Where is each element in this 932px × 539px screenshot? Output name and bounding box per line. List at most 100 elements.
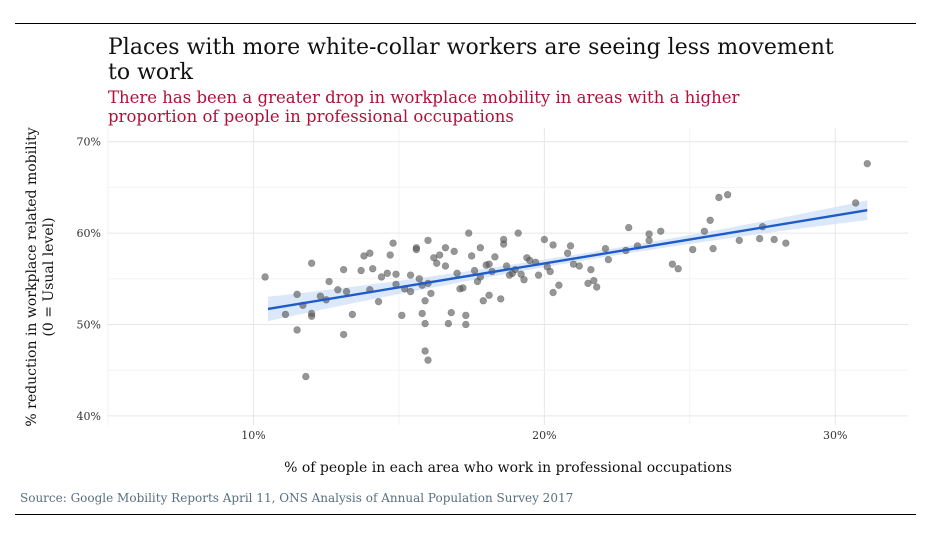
trend-layer bbox=[267, 209, 868, 311]
data-point bbox=[412, 245, 421, 254]
data-point bbox=[590, 276, 598, 285]
chart-subtitle: There has been a greater drop in workpla… bbox=[108, 88, 740, 126]
data-point bbox=[593, 283, 601, 291]
data-point bbox=[706, 216, 714, 224]
data-point bbox=[555, 281, 563, 289]
data-point bbox=[723, 191, 732, 199]
data-point bbox=[307, 259, 316, 267]
data-point bbox=[587, 265, 595, 274]
data-point bbox=[424, 236, 432, 245]
data-point bbox=[782, 239, 790, 247]
x-axis-ticks: 10% 20% 30% bbox=[241, 429, 847, 442]
data-point bbox=[441, 244, 450, 252]
grid bbox=[107, 128, 908, 425]
data-point bbox=[668, 260, 677, 268]
chart-title: Places with more white-collar workers ar… bbox=[108, 35, 834, 85]
data-point bbox=[485, 260, 493, 268]
data-point bbox=[625, 223, 633, 232]
data-point bbox=[497, 295, 505, 303]
data-point bbox=[261, 273, 269, 281]
data-point bbox=[467, 252, 476, 260]
data-point bbox=[427, 289, 435, 298]
y-axis-title-line-2: (0 = Usual level) bbox=[41, 217, 57, 336]
data-point bbox=[453, 269, 461, 278]
data-point bbox=[689, 245, 697, 254]
data-point bbox=[485, 291, 493, 299]
data-point bbox=[549, 288, 557, 297]
data-point bbox=[357, 266, 365, 275]
bottom-rule bbox=[15, 514, 916, 515]
data-point bbox=[770, 235, 778, 244]
data-point bbox=[386, 251, 394, 259]
data-point bbox=[465, 229, 473, 237]
data-point bbox=[293, 326, 301, 334]
y-tick-label: 60% bbox=[77, 227, 101, 240]
data-point bbox=[470, 266, 479, 275]
data-point bbox=[491, 253, 499, 261]
data-point bbox=[383, 269, 391, 278]
data-point bbox=[418, 309, 426, 318]
data-point bbox=[450, 247, 458, 256]
data-point bbox=[377, 273, 386, 281]
data-point bbox=[462, 320, 470, 329]
data-point bbox=[435, 251, 444, 259]
data-point bbox=[604, 255, 613, 264]
data-point bbox=[700, 227, 709, 235]
data-point bbox=[584, 279, 592, 288]
data-point bbox=[415, 275, 423, 283]
data-point bbox=[433, 259, 441, 267]
data-point bbox=[374, 297, 383, 306]
data-point bbox=[514, 229, 522, 237]
data-point bbox=[325, 277, 333, 286]
data-point bbox=[534, 271, 543, 279]
y-axis-title-line-1: % reduction in workplace related mobilit… bbox=[24, 127, 40, 426]
y-tick-label: 40% bbox=[77, 410, 101, 423]
data-point bbox=[392, 270, 400, 278]
data-point bbox=[499, 235, 508, 244]
data-point bbox=[851, 199, 860, 207]
data-point bbox=[549, 241, 557, 249]
data-point bbox=[360, 252, 368, 260]
data-point bbox=[674, 265, 682, 273]
data-point bbox=[476, 244, 485, 252]
x-tick-label: 20% bbox=[532, 429, 556, 442]
data-point bbox=[339, 330, 348, 339]
data-point bbox=[307, 312, 316, 320]
data-point bbox=[406, 271, 415, 279]
data-point bbox=[424, 356, 432, 364]
data-point bbox=[334, 286, 342, 294]
data-point bbox=[293, 290, 301, 299]
data-point bbox=[441, 262, 450, 270]
data-point bbox=[657, 227, 665, 235]
data-point bbox=[459, 284, 467, 292]
x-axis-title: % of people in each area who work in pro… bbox=[284, 460, 732, 476]
data-point bbox=[406, 287, 415, 296]
data-point bbox=[863, 159, 871, 168]
points-layer bbox=[261, 159, 871, 381]
data-point bbox=[366, 249, 374, 257]
trend-line bbox=[267, 209, 868, 311]
data-point bbox=[735, 236, 743, 245]
data-point bbox=[517, 270, 525, 278]
y-tick-label: 70% bbox=[77, 136, 101, 149]
data-point bbox=[715, 193, 723, 202]
data-point bbox=[540, 235, 549, 244]
data-point bbox=[430, 254, 438, 262]
source-note: Source: Google Mobility Reports April 11… bbox=[20, 491, 574, 505]
data-point bbox=[479, 297, 487, 305]
top-rule bbox=[15, 23, 916, 24]
y-axis-ticks: 40% 50% 60% 70% bbox=[77, 136, 101, 423]
data-point bbox=[566, 242, 575, 250]
data-point bbox=[462, 311, 470, 320]
y-axis-title-group: % reduction in workplace related mobilit… bbox=[24, 127, 57, 426]
data-point bbox=[281, 310, 290, 319]
data-point bbox=[601, 244, 610, 253]
data-point bbox=[709, 244, 717, 253]
data-point bbox=[520, 275, 528, 284]
x-tick-label: 30% bbox=[823, 429, 847, 442]
data-point bbox=[546, 267, 554, 276]
data-point bbox=[302, 372, 310, 381]
x-tick-label: 10% bbox=[241, 429, 265, 442]
data-point bbox=[342, 287, 351, 296]
